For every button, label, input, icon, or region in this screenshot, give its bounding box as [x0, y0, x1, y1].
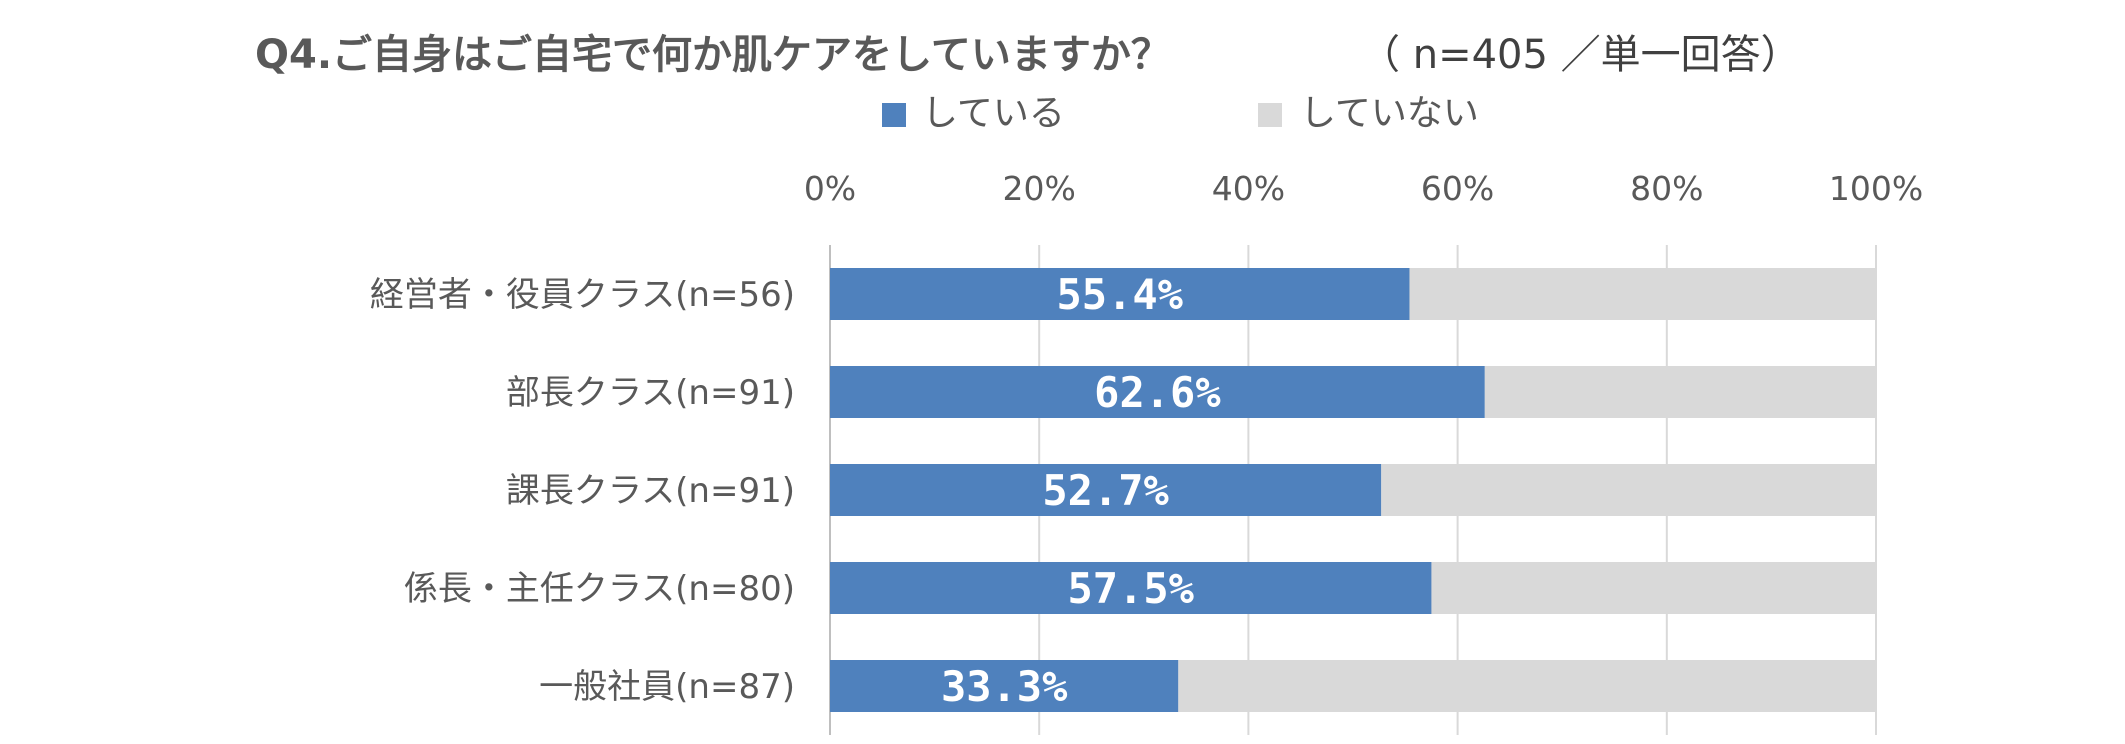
- bars: 55.4% 62.6% 52.7% 57.5%33.3%: [830, 268, 1876, 712]
- data-label: 55.4%: [1057, 270, 1183, 319]
- legend-label-doing: している: [922, 93, 1065, 134]
- category-labels: 経営者・役員クラス(n=56) 部長クラス(n=91) 課長クラス(n=91) 係長・…: [370, 275, 795, 707]
- chart-title: Q4.ご自身はご自宅で何か肌ケアをしていますか？: [255, 32, 1171, 78]
- bar-not-doing: [1484, 366, 1876, 418]
- data-label: 33.3%: [941, 662, 1067, 711]
- bar-doing: [830, 660, 1179, 712]
- data-label: 52.7%: [1042, 466, 1168, 515]
- legend-label-not-doing: していない: [1300, 93, 1479, 134]
- x-tick-label: 20%: [1003, 169, 1076, 208]
- bar-doing: [830, 464, 1382, 516]
- bar-not-doing: [1409, 268, 1876, 320]
- category-label: 経営者・役員クラス(n=56): [370, 275, 795, 315]
- data-label: 62.6%: [1094, 368, 1220, 417]
- category-label: 部長クラス(n=91): [506, 373, 795, 413]
- bar-doing: [830, 562, 1432, 614]
- bar-not-doing: [1178, 660, 1876, 712]
- x-tick-label: 0%: [804, 169, 856, 208]
- category-label: 係長・主任クラス(n=80): [404, 569, 795, 609]
- chart-subtitle: （ n=405 ／単一回答）: [1360, 32, 1801, 78]
- x-tick-label: 40%: [1212, 169, 1285, 208]
- data-label: 57.5%: [1068, 564, 1194, 613]
- x-tick-label: 80%: [1630, 169, 1703, 208]
- x-tick-label: 100%: [1829, 169, 1923, 208]
- bar-doing: [830, 268, 1410, 320]
- bar-doing: [830, 366, 1485, 418]
- bar-not-doing: [1381, 464, 1876, 516]
- x-tick-label: 60%: [1421, 169, 1494, 208]
- legend: している していない: [882, 93, 1479, 134]
- bar-not-doing: [1431, 562, 1876, 614]
- legend-swatch-doing: [882, 103, 906, 127]
- category-label: 一般社員(n=87): [539, 667, 795, 707]
- legend-swatch-not-doing: [1258, 103, 1282, 127]
- category-label: 課長クラス(n=91): [506, 471, 795, 511]
- x-axis-ticks: 0% 20% 40% 60% 80% 100%: [804, 169, 1923, 208]
